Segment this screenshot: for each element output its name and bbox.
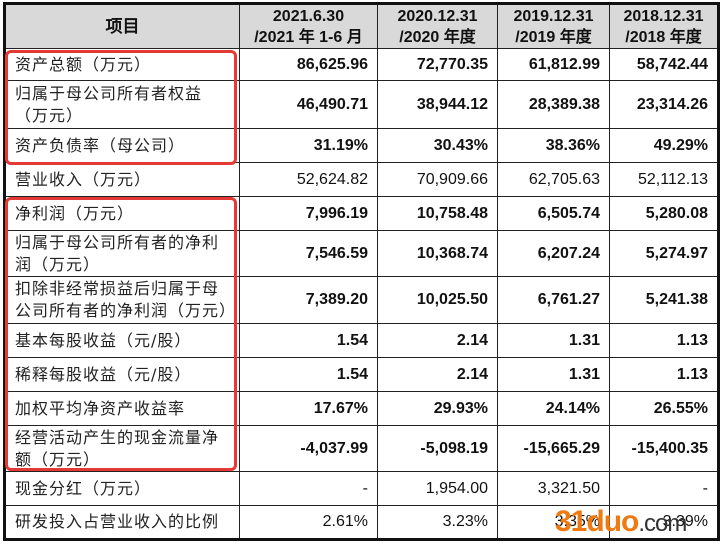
row-label: 现金分红（万元） [4,471,240,506]
cell-value: 72,770.35 [377,48,498,81]
table-row: 加权平均净资产收益率 17.67% 29.93% 24.14% 26.55% [4,391,719,426]
row-label: 经营活动产生的现金流量净额（万元） [4,425,240,472]
row-label: 资产负债率（母公司） [4,128,240,163]
row-label: 加权平均净资产收益率 [4,391,240,426]
cell-value: 6,761.27 [497,276,610,324]
table-row: 净利润（万元） 7,996.19 10,758.48 6,505.74 5,28… [4,196,719,231]
cell-value: 1.13 [609,357,719,392]
cell-value: 3.23% [377,505,498,540]
cell-value: 28,389.38 [497,80,610,129]
cell-value: 5,280.08 [609,196,719,231]
cell-value: 3,321.50 [497,471,610,506]
row-label: 研发投入占营业收入的比例 [4,505,240,540]
cell-value: 70,909.66 [377,162,498,197]
cell-value: 31.19% [239,128,378,163]
row-label: 营业收入（万元） [4,162,240,197]
table-row: 资产总额（万元） 86,625.96 72,770.35 61,812.99 5… [4,48,719,81]
cell-value: 2.14 [377,357,498,392]
cell-value: 29.93% [377,391,498,426]
cell-value: 86,625.96 [239,48,378,81]
cell-value: 30.43% [377,128,498,163]
cell-value: 6,207.24 [497,230,610,277]
cell-value: 5,241.38 [609,276,719,324]
header-period-2021h1: 2021.6.30/2021 年 1-6 月 [239,3,378,49]
cell-value: 10,758.48 [377,196,498,231]
row-label: 归属于母公司所有者的净利润（万元） [4,230,240,277]
row-label: 扣除非经常损益后归属于母公司所有者的净利润（万元） [4,276,240,324]
header-period-2018: 2018.12.31/2018 年度 [609,3,719,49]
cell-value: 6,505.74 [497,196,610,231]
cell-value: - [609,471,719,506]
table-row: 稀释每股收益（元/股） 1.54 2.14 1.31 1.13 [4,357,719,392]
table-row: 扣除非经常损益后归属于母公司所有者的净利润（万元） 7,389.20 10,02… [4,276,719,324]
header-item: 项目 [4,3,240,49]
cell-value: 46,490.71 [239,80,378,129]
cell-value: 62,705.63 [497,162,610,197]
table-row: 营业收入（万元） 52,624.82 70,909.66 62,705.63 5… [4,162,719,197]
cell-value: 17.67% [239,391,378,426]
row-label: 资产总额（万元） [4,48,240,81]
financial-summary-table: 项目 2021.6.30/2021 年 1-6 月 2020.12.31/202… [3,2,720,541]
cell-value: 52,624.82 [239,162,378,197]
cell-value: 1.54 [239,323,378,358]
cell-value: 10,368.74 [377,230,498,277]
cell-value: 7,546.59 [239,230,378,277]
cell-value: 1.31 [497,323,610,358]
table-row: 研发投入占营业收入的比例 2.61% 3.23% 3.35% 3.39% [4,505,719,540]
cell-value: -15,665.29 [497,425,610,472]
cell-value: 58,742.44 [609,48,719,81]
cell-value: 1.13 [609,323,719,358]
row-label: 基本每股收益（元/股） [4,323,240,358]
cell-value: -4,037.99 [239,425,378,472]
cell-value: 5,274.97 [609,230,719,277]
cell-value: 7,996.19 [239,196,378,231]
header-period-2020: 2020.12.31/2020 年度 [377,3,498,49]
cell-value: 7,389.20 [239,276,378,324]
cell-value: 10,025.50 [377,276,498,324]
cell-value: 38,944.12 [377,80,498,129]
cell-value: 49.29% [609,128,719,163]
row-label: 归属于母公司所有者权益（万元） [4,80,240,129]
header-period-2019: 2019.12.31/2019 年度 [497,3,610,49]
cell-value: 61,812.99 [497,48,610,81]
table-row: 基本每股收益（元/股） 1.54 2.14 1.31 1.13 [4,323,719,358]
row-label: 净利润（万元） [4,196,240,231]
cell-value: 2.14 [377,323,498,358]
table-row: 经营活动产生的现金流量净额（万元） -4,037.99 -5,098.19 -1… [4,425,719,472]
table-row: 归属于母公司所有者权益（万元） 46,490.71 38,944.12 28,3… [4,80,719,129]
cell-value: 3.35% [497,505,610,540]
table-row: 现金分红（万元） - 1,954.00 3,321.50 - [4,471,719,506]
cell-value: 24.14% [497,391,610,426]
cell-value: 23,314.26 [609,80,719,129]
header-row: 项目 2021.6.30/2021 年 1-6 月 2020.12.31/202… [4,3,719,49]
cell-value: 3.39% [609,505,719,540]
cell-value: 2.61% [239,505,378,540]
cell-value: - [239,471,378,506]
cell-value: 1.54 [239,357,378,392]
cell-value: -15,400.35 [609,425,719,472]
cell-value: 52,112.13 [609,162,719,197]
cell-value: 1.31 [497,357,610,392]
cell-value: -5,098.19 [377,425,498,472]
row-label: 稀释每股收益（元/股） [4,357,240,392]
cell-value: 38.36% [497,128,610,163]
table-row: 归属于母公司所有者的净利润（万元） 7,546.59 10,368.74 6,2… [4,230,719,277]
cell-value: 26.55% [609,391,719,426]
table-row: 资产负债率（母公司） 31.19% 30.43% 38.36% 49.29% [4,128,719,163]
cell-value: 1,954.00 [377,471,498,506]
